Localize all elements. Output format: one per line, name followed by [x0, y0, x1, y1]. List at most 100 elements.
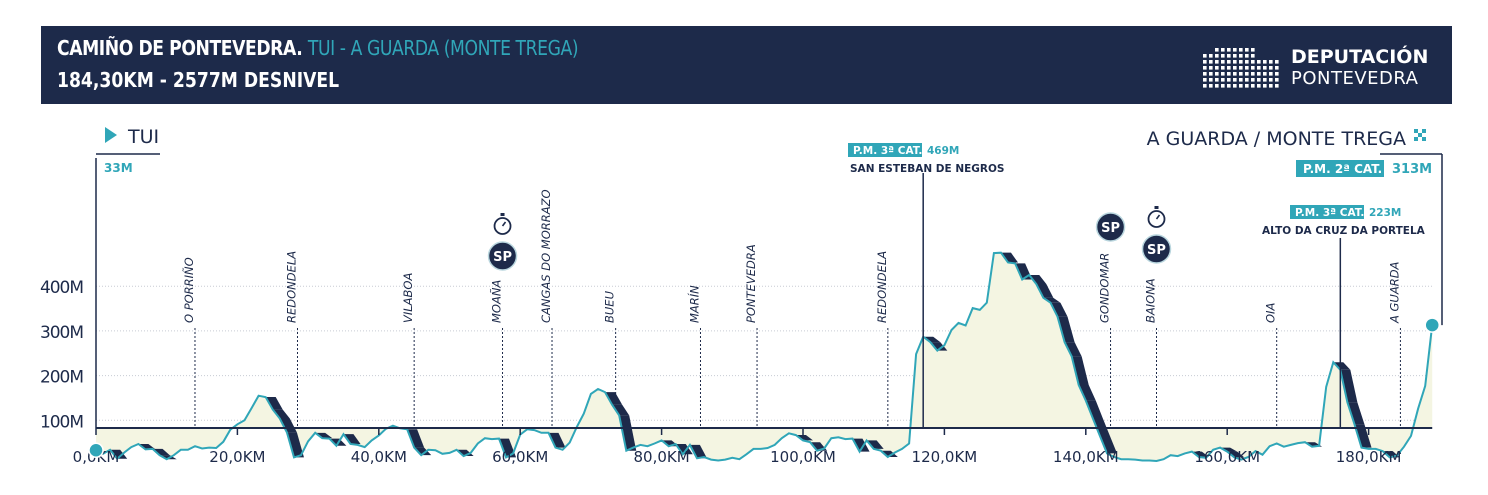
y-tick-label: 100M: [40, 412, 84, 432]
logo-dot: [1251, 66, 1255, 70]
logo-dot: [1221, 66, 1225, 70]
descent-band: [1057, 316, 1075, 343]
logo-dot: [1203, 72, 1207, 76]
town-label: REDONDELA: [284, 251, 298, 323]
logo-line2: PONTEVEDRA: [1291, 68, 1419, 89]
descent-band: [1191, 451, 1209, 457]
climb-category-badge: [1290, 205, 1364, 219]
descent-band: [498, 438, 517, 458]
x-tick-label: 20,0KM: [209, 448, 265, 466]
logo-dot: [1221, 84, 1225, 88]
climb-markers: P.M. 3ª CAT. 469M SAN ESTEBAN DE NEGROS P.M…: [848, 143, 1426, 427]
logo-dot: [1209, 60, 1213, 64]
route-title-stages: TUI - A GUARDA (MONTE TREGA): [307, 36, 579, 60]
y-tick-label: 400M: [40, 278, 84, 298]
route-distance-elevation: 184,30KM - 2577M DESNIVEL: [57, 68, 340, 92]
logo-dot: [1269, 84, 1273, 88]
town-label: BAIONA: [1144, 278, 1158, 323]
descent-band: [1000, 252, 1019, 263]
logo-dot: [1263, 66, 1267, 70]
logo-dot: [1251, 78, 1255, 82]
descent-band: [548, 432, 566, 448]
finish-category-label: P.M. 2ª CAT.: [1303, 162, 1382, 176]
climb-altitude-label: 469M: [927, 145, 959, 157]
town-label: PONTEVEDRA: [744, 244, 758, 323]
logo-dot: [1239, 72, 1243, 76]
elevation-line: [95, 251, 1434, 463]
route-title: CAMIÑO DE PONTEVEDRA. TUI - A GUARDA (MO…: [57, 36, 579, 60]
sprint-markers: SP SP SP: [487, 206, 1172, 271]
logo-dot: [1233, 54, 1237, 58]
x-tick-label: 140,0KM: [1053, 448, 1119, 466]
logo-dot: [1215, 78, 1219, 82]
elevation-area: [96, 252, 1433, 461]
sprint-label: SP: [1147, 243, 1166, 258]
logo-dot: [1239, 54, 1243, 58]
descent-band: [1036, 283, 1054, 298]
logo-dot: [1263, 72, 1267, 76]
flag-square: [1414, 137, 1418, 141]
logo-dot: [1209, 54, 1213, 58]
logo-dot: [1239, 48, 1243, 52]
sprint-badge: [1095, 212, 1126, 242]
town-label: VILABOA: [401, 273, 415, 323]
stopwatch-hand: [1155, 214, 1161, 220]
logo-dot: [1251, 84, 1255, 88]
logo-dot: [1239, 78, 1243, 82]
descent-band: [272, 409, 290, 419]
logo-dot: [1203, 78, 1207, 82]
logo-dot: [1203, 66, 1207, 70]
start-altitude-label: 33M: [104, 161, 133, 175]
logo-dot: [1203, 84, 1207, 88]
x-tick-label: 100,0KM: [770, 448, 836, 466]
logo-dot: [1269, 66, 1273, 70]
descent-band: [414, 447, 432, 456]
logo-dot: [1221, 60, 1225, 64]
x-tick-label: 60,0KM: [492, 448, 548, 466]
logo-dot: [1275, 72, 1279, 76]
descent-band: [1227, 451, 1245, 458]
descent-band: [619, 415, 637, 451]
logo-dot: [1209, 66, 1213, 70]
logo-dot: [1203, 60, 1207, 64]
logo-dot: [1221, 54, 1225, 58]
finish-point: [1424, 317, 1440, 333]
descent-band: [407, 429, 425, 448]
logo-dot: [1233, 48, 1237, 52]
logo-dot: [1227, 48, 1231, 52]
finish-flag-icon: [1414, 129, 1426, 141]
logo-dot: [1275, 66, 1279, 70]
logo-dot: [1275, 78, 1279, 82]
descent-band: [1085, 400, 1103, 419]
start-play-icon: [105, 127, 117, 143]
logo-dot: [1257, 84, 1261, 88]
town-label: MOAÑA: [489, 280, 504, 323]
town-markers: O PORRIÑO REDONDELA VILABOA MOAÑA CANGAS DO …: [181, 189, 1401, 461]
x-tick-label: 40,0KM: [351, 448, 407, 466]
logo-dot: [1215, 66, 1219, 70]
town-label: GONDOMAR: [1098, 253, 1112, 323]
logo-dot: [1251, 48, 1255, 52]
logo-dot: [1251, 72, 1255, 76]
flag-square: [1422, 137, 1426, 141]
descent-band: [110, 449, 128, 459]
logo-dot: [1263, 78, 1267, 82]
logo-dot: [1245, 48, 1249, 52]
x-tick-label: 160,0KM: [1194, 448, 1260, 466]
finish-category-badge: [1296, 160, 1384, 177]
x-tick-label: 80,0KM: [634, 448, 690, 466]
sprint-badge: [1141, 234, 1172, 264]
logo-dot: [1209, 84, 1213, 88]
logo-dot: [1215, 54, 1219, 58]
descent-band: [343, 434, 361, 444]
logo-dot: [1245, 66, 1249, 70]
stopwatch-crown: [1154, 206, 1159, 209]
descent-band: [1333, 362, 1351, 370]
town-label: OIA: [1264, 303, 1278, 323]
route-header: CAMIÑO DE PONTEVEDRA. TUI - A GUARDA (MO…: [41, 26, 1452, 104]
climb-category-badge: [848, 143, 922, 157]
stopwatch-hand: [501, 221, 507, 227]
descent-band: [605, 392, 623, 405]
town-label: CANGAS DO MORRAZO: [539, 189, 553, 323]
